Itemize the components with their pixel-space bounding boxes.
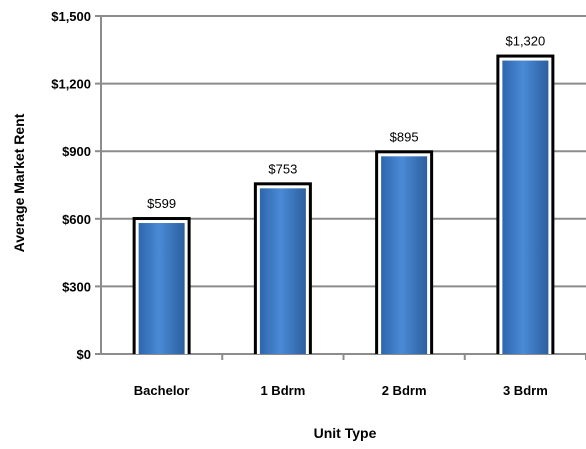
y-tick-label: $1,200 [51,77,91,92]
y-tick-label: $1,500 [51,9,91,24]
bar [381,156,428,354]
data-label: $599 [147,196,176,211]
x-axis-title: Unit Type [314,425,377,441]
data-label: $753 [268,161,297,176]
data-label: $1,320 [505,34,545,49]
labels: $0 $300 $600 $900 $1,200 $1,500 $599 Bachelor $7… [51,9,548,398]
x-tick-label: Bachelor [134,383,190,398]
y-tick-label: $0 [77,347,91,362]
y-tick-label: $900 [62,144,91,159]
y-axis-title: Average Market Rent [11,113,27,252]
y-tick-label: $300 [62,279,91,294]
y-tick-label: $600 [62,212,91,227]
bar [502,60,549,355]
x-tick-label: 1 Bdrm [260,383,305,398]
x-tick-label: 2 Bdrm [382,383,427,398]
x-tick-label: 3 Bdrm [503,383,548,398]
bar [259,188,306,354]
bars [132,54,555,355]
data-label: $895 [390,129,419,144]
bar [138,223,185,354]
